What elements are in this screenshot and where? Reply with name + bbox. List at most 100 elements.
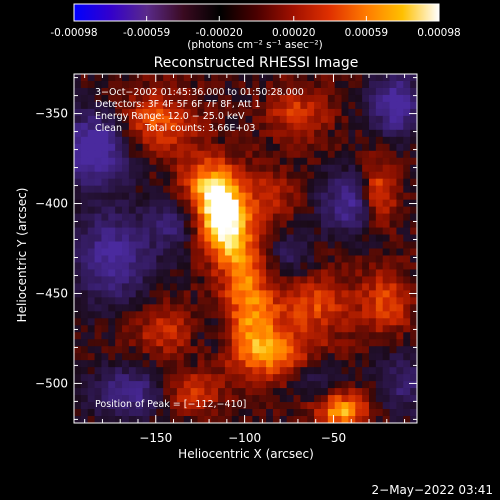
heatmap-cell xyxy=(197,143,205,152)
heatmap-cell xyxy=(94,402,103,410)
heatmap-cell xyxy=(368,332,377,340)
heatmap-cell xyxy=(231,157,240,166)
heatmap-cell xyxy=(224,325,233,333)
heatmap-cell xyxy=(170,213,178,222)
heatmap-cell xyxy=(80,185,89,194)
heatmap-cell xyxy=(149,122,157,131)
heatmap-cell xyxy=(190,297,199,305)
heatmap-cell xyxy=(300,206,308,215)
heatmap-cell xyxy=(163,353,171,361)
heatmap-cell xyxy=(300,157,308,166)
heatmap-cell xyxy=(279,74,288,82)
heatmap-cell xyxy=(190,248,199,257)
heatmap-cell xyxy=(156,199,164,208)
heatmap-cell xyxy=(403,122,411,131)
heatmap-cell xyxy=(94,395,103,403)
heatmap-cell xyxy=(218,94,226,103)
heatmap-cell xyxy=(327,241,336,250)
heatmap-cell xyxy=(87,157,96,166)
heatmap-cell xyxy=(320,241,329,250)
heatmap-cell xyxy=(334,248,343,257)
heatmap-cell xyxy=(334,178,343,187)
heatmap-cell xyxy=(74,353,82,361)
heatmap-cell xyxy=(403,388,411,396)
heatmap-cell xyxy=(183,283,192,291)
heatmap-cell xyxy=(204,269,212,278)
heatmap-cell xyxy=(128,255,137,264)
heatmap-cell xyxy=(135,143,144,152)
heatmap-cell xyxy=(231,346,240,354)
heatmap-cell xyxy=(218,150,226,159)
heatmap-cell xyxy=(94,416,103,423)
heatmap-cell xyxy=(80,276,89,284)
heatmap-cell xyxy=(142,213,151,222)
heatmap-cell xyxy=(410,409,417,417)
heatmap-cell xyxy=(382,213,391,222)
heatmap-cell xyxy=(101,241,109,250)
heatmap-cell xyxy=(190,381,199,389)
heatmap-cell xyxy=(348,276,356,284)
heatmap-cell xyxy=(122,318,130,326)
heatmap-cell xyxy=(218,171,226,180)
heatmap-cell xyxy=(341,353,349,361)
heatmap-cell xyxy=(327,360,336,368)
heatmap-cell xyxy=(355,80,363,89)
heatmap-cell xyxy=(368,101,377,110)
heatmap-cell xyxy=(266,332,274,340)
heatmap-cell xyxy=(115,318,123,326)
heatmap-cell xyxy=(286,318,295,326)
heatmap-cell xyxy=(314,234,322,243)
heatmap-cell xyxy=(122,283,130,291)
heatmap-cell xyxy=(355,220,363,229)
heatmap-cell xyxy=(224,395,233,403)
heatmap-cell xyxy=(176,213,185,222)
heatmap-cell xyxy=(163,416,171,423)
heatmap-cell xyxy=(368,143,377,152)
heatmap-cell xyxy=(272,402,281,410)
heatmap-cell xyxy=(135,74,144,82)
heatmap-cell xyxy=(396,199,404,208)
heatmap-cell xyxy=(204,206,212,215)
heatmap-cell xyxy=(307,318,315,326)
heatmap-cell xyxy=(266,290,274,298)
heatmap-cell xyxy=(286,227,295,236)
footer-date: 2−May−2022 03:41 xyxy=(372,483,494,497)
heatmap-cell xyxy=(149,374,157,382)
heatmap-cell xyxy=(218,248,226,257)
heatmap-cell xyxy=(327,290,336,298)
heatmap-cell xyxy=(190,339,199,347)
heatmap-cell xyxy=(293,360,301,368)
heatmap-cell xyxy=(211,276,219,284)
heatmap-cell xyxy=(224,115,233,124)
heatmap-cell xyxy=(231,304,240,312)
heatmap-cell xyxy=(252,374,260,382)
heatmap-cell xyxy=(403,94,411,103)
heatmap-cell xyxy=(327,346,336,354)
heatmap-cell xyxy=(382,311,391,319)
heatmap-cell xyxy=(218,374,226,382)
heatmap-cell xyxy=(382,339,391,347)
heatmap-cell xyxy=(327,74,336,82)
heatmap-cell xyxy=(293,395,301,403)
heatmap-cell xyxy=(176,283,185,291)
heatmap-cell xyxy=(122,171,130,180)
heatmap-cell xyxy=(183,136,192,145)
heatmap-cell xyxy=(190,416,199,423)
heatmap-cell xyxy=(122,143,130,152)
heatmap-cell xyxy=(279,367,288,375)
heatmap-cell xyxy=(320,416,329,423)
heatmap-cell xyxy=(272,409,281,417)
heatmap-cell xyxy=(272,311,281,319)
heatmap-cell xyxy=(272,269,281,278)
heatmap-cell xyxy=(149,304,157,312)
heatmap-cell xyxy=(87,171,96,180)
heatmap-cell xyxy=(108,360,116,368)
heatmap-cell xyxy=(348,94,356,103)
heatmap-cell xyxy=(341,367,349,375)
heatmap-cell xyxy=(135,248,144,257)
heatmap-cell xyxy=(176,402,185,410)
heatmap-cell xyxy=(375,283,384,291)
heatmap-cell xyxy=(231,150,240,159)
heatmap-cell xyxy=(211,213,219,222)
heatmap-cell xyxy=(245,360,253,368)
